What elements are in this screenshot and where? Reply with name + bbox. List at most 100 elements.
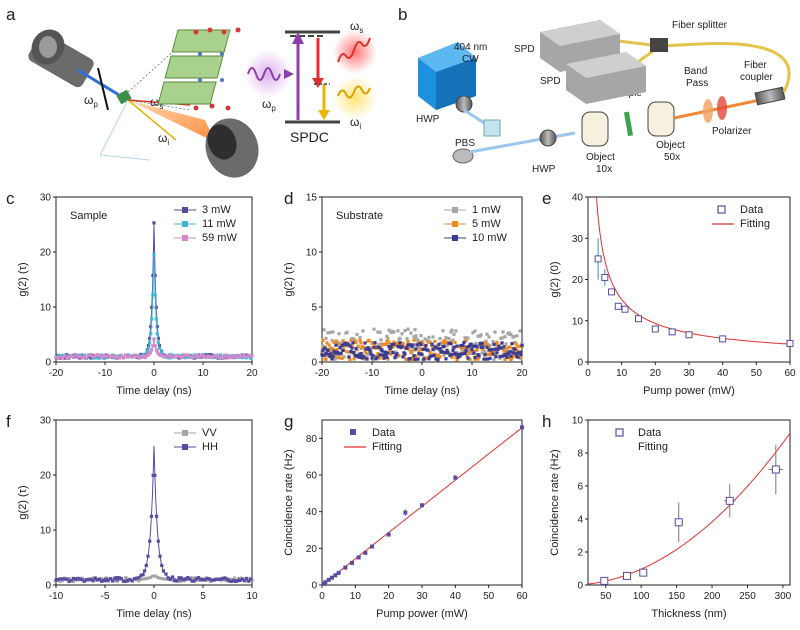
data-point — [160, 577, 165, 581]
data-point — [228, 355, 232, 359]
x-tick-label: 20 — [383, 591, 395, 602]
data-point — [437, 342, 441, 346]
data-point — [395, 352, 399, 356]
data-point — [334, 343, 338, 347]
data-point — [191, 356, 195, 360]
data-point — [514, 342, 518, 346]
x-tick-label: 250 — [739, 591, 756, 602]
data-point — [330, 575, 334, 580]
data-point — [468, 357, 472, 361]
data-point — [93, 356, 97, 360]
data-point — [370, 341, 374, 345]
fiber-splitter — [650, 38, 668, 52]
y-tick-label: 0 — [45, 358, 51, 369]
y-tick-label: 0 — [311, 581, 317, 592]
x-tick-label: 100 — [633, 591, 650, 602]
data-point — [214, 577, 218, 581]
data-point — [141, 573, 145, 577]
data-point — [141, 354, 145, 359]
data-point — [332, 349, 336, 353]
data-point — [674, 518, 683, 527]
data-point — [436, 353, 440, 357]
data-point — [412, 335, 416, 339]
data-point — [338, 341, 342, 345]
x-tick-label: -10 — [365, 368, 380, 379]
data-point — [468, 351, 472, 356]
data-point — [203, 578, 207, 582]
data-point — [484, 341, 488, 346]
obj10-label-2: 10x — [596, 164, 612, 175]
data-point — [423, 337, 427, 341]
data-point — [232, 353, 237, 358]
legend-label: Fitting — [638, 441, 668, 453]
data-point — [406, 339, 410, 344]
data-point — [69, 578, 73, 583]
data-point — [505, 348, 509, 352]
data-point — [499, 346, 503, 350]
y-tick-label: 30 — [40, 193, 52, 204]
data-point — [326, 577, 331, 582]
data-point — [74, 353, 78, 357]
data-point — [345, 350, 349, 354]
data-point — [470, 347, 474, 352]
data-point — [139, 573, 143, 577]
omega-i-label: ωi — [158, 131, 169, 147]
data-point — [115, 356, 119, 360]
x-tick-label: -20 — [315, 368, 330, 379]
data-point — [63, 354, 67, 358]
data-point — [210, 578, 214, 582]
data-point — [152, 253, 156, 257]
data-point — [187, 353, 191, 357]
x-tick-label: 60 — [784, 368, 796, 379]
data-point — [161, 354, 165, 358]
data-point — [151, 293, 155, 297]
data-point — [467, 344, 471, 349]
data-point — [65, 356, 69, 360]
data-point — [202, 354, 206, 358]
data-point — [327, 343, 331, 347]
data-point — [353, 353, 357, 358]
obj50-label: Object — [656, 140, 685, 151]
x-tick-label: 20 — [246, 368, 258, 379]
data-point — [639, 568, 648, 577]
data-point — [387, 341, 391, 345]
data-point — [178, 355, 182, 359]
data-point — [387, 328, 391, 332]
object-10x — [581, 111, 609, 147]
data-point — [334, 356, 338, 360]
data-point — [449, 340, 453, 344]
data-point — [236, 579, 240, 583]
data-point — [505, 355, 509, 359]
data-point — [516, 344, 520, 348]
object-50x — [647, 101, 675, 137]
data-point — [419, 334, 423, 338]
data-point — [331, 354, 335, 359]
data-point — [366, 352, 370, 356]
data-point — [359, 347, 363, 351]
data-point — [486, 352, 490, 357]
data-point — [339, 351, 343, 356]
y-tick-label: 0 — [45, 581, 51, 592]
data-point — [152, 221, 156, 225]
legend-label: HH — [202, 441, 218, 453]
data-point — [456, 355, 460, 360]
data-point — [67, 353, 71, 358]
data-point — [80, 356, 84, 360]
x-tick-label: 20 — [650, 368, 662, 379]
data-point — [104, 579, 108, 583]
data-point — [455, 344, 459, 348]
data-point — [495, 340, 499, 344]
x-axis-label: Pump power (mW) — [643, 385, 735, 397]
data-point — [370, 544, 374, 549]
data-point — [418, 347, 422, 351]
data-point — [172, 355, 176, 359]
x-tick-label: 50 — [751, 368, 763, 379]
data-point — [149, 325, 153, 329]
data-point — [328, 330, 332, 335]
data-point — [340, 343, 344, 347]
data-point — [320, 353, 324, 357]
data-point — [438, 347, 442, 351]
data-point — [476, 334, 480, 338]
data-point — [352, 350, 356, 355]
data-point — [506, 345, 510, 350]
